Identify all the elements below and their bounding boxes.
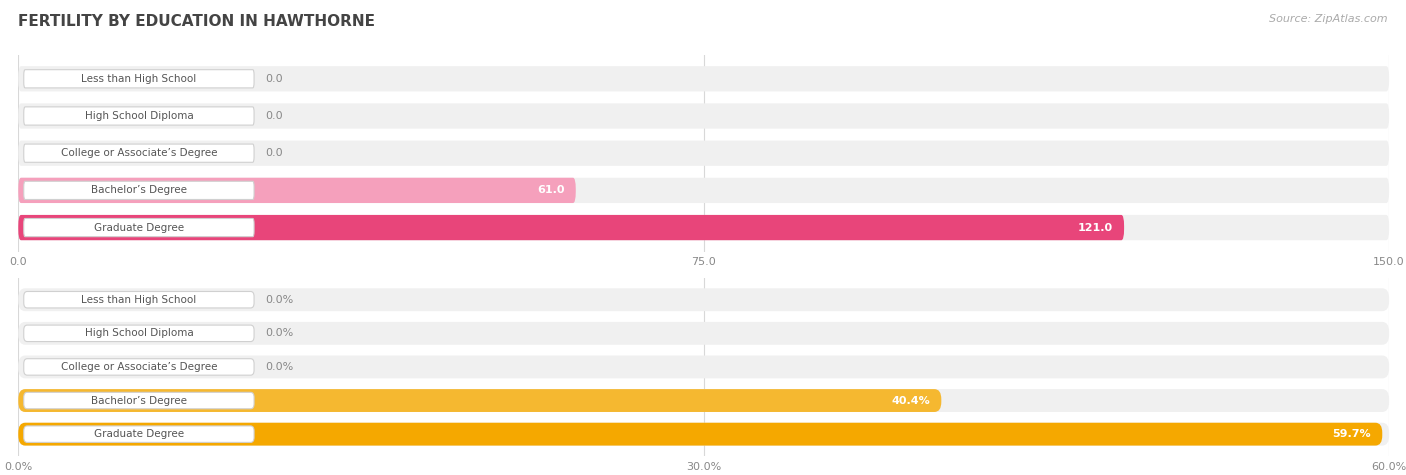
Text: 0.0%: 0.0% — [264, 294, 294, 305]
Text: FERTILITY BY EDUCATION IN HAWTHORNE: FERTILITY BY EDUCATION IN HAWTHORNE — [18, 14, 375, 29]
FancyBboxPatch shape — [24, 181, 254, 200]
FancyBboxPatch shape — [18, 104, 1389, 129]
Text: College or Associate’s Degree: College or Associate’s Degree — [60, 362, 217, 372]
FancyBboxPatch shape — [24, 292, 254, 308]
Text: 40.4%: 40.4% — [891, 396, 931, 406]
FancyBboxPatch shape — [24, 359, 254, 375]
Text: 0.0: 0.0 — [264, 74, 283, 84]
FancyBboxPatch shape — [18, 389, 942, 412]
FancyBboxPatch shape — [18, 423, 1382, 446]
FancyBboxPatch shape — [18, 178, 576, 203]
Text: 59.7%: 59.7% — [1333, 429, 1371, 439]
Text: 61.0: 61.0 — [537, 185, 565, 195]
FancyBboxPatch shape — [18, 178, 1389, 203]
FancyBboxPatch shape — [18, 355, 1389, 379]
FancyBboxPatch shape — [18, 423, 1389, 446]
FancyBboxPatch shape — [24, 218, 254, 237]
FancyBboxPatch shape — [18, 141, 1389, 166]
Text: 0.0%: 0.0% — [264, 362, 294, 372]
FancyBboxPatch shape — [24, 144, 254, 162]
FancyBboxPatch shape — [18, 322, 1389, 345]
FancyBboxPatch shape — [24, 70, 254, 88]
FancyBboxPatch shape — [18, 389, 1389, 412]
Text: High School Diploma: High School Diploma — [84, 328, 193, 338]
FancyBboxPatch shape — [18, 66, 1389, 92]
Text: Bachelor’s Degree: Bachelor’s Degree — [91, 185, 187, 195]
Text: 121.0: 121.0 — [1078, 223, 1114, 233]
Text: College or Associate’s Degree: College or Associate’s Degree — [60, 148, 217, 158]
Text: High School Diploma: High School Diploma — [84, 111, 193, 121]
FancyBboxPatch shape — [24, 426, 254, 442]
Text: Graduate Degree: Graduate Degree — [94, 429, 184, 439]
Text: 0.0%: 0.0% — [264, 328, 294, 338]
Text: Graduate Degree: Graduate Degree — [94, 223, 184, 233]
Text: Source: ZipAtlas.com: Source: ZipAtlas.com — [1270, 14, 1388, 24]
Text: Bachelor’s Degree: Bachelor’s Degree — [91, 396, 187, 406]
Text: Less than High School: Less than High School — [82, 74, 197, 84]
FancyBboxPatch shape — [18, 215, 1125, 240]
FancyBboxPatch shape — [24, 392, 254, 409]
Text: Less than High School: Less than High School — [82, 294, 197, 305]
Text: 0.0: 0.0 — [264, 111, 283, 121]
FancyBboxPatch shape — [24, 107, 254, 125]
FancyBboxPatch shape — [18, 288, 1389, 311]
Text: 0.0: 0.0 — [264, 148, 283, 158]
FancyBboxPatch shape — [18, 215, 1389, 240]
FancyBboxPatch shape — [24, 325, 254, 342]
